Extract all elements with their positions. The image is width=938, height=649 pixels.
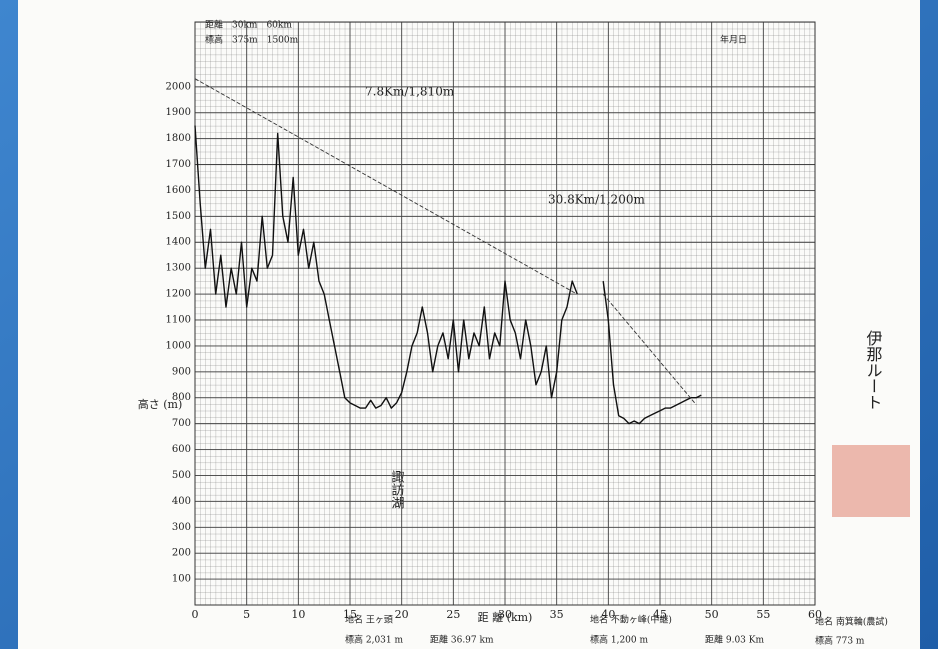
y-tick-label: 900 (172, 366, 191, 377)
header-left: 標高 375m 1500m (205, 34, 299, 46)
footer-text: 標高 2,031 m (345, 634, 403, 646)
footer-text: 距離 36.97 km (430, 634, 494, 646)
side-label: 伊那ルート (864, 330, 883, 410)
y-tick-label: 1100 (166, 314, 191, 325)
y-tick-label: 1500 (166, 211, 191, 222)
x-tick-label: 55 (756, 608, 770, 621)
x-tick-label: 20 (395, 608, 409, 621)
footer-text: 標高 1,200 m (590, 634, 648, 646)
y-tick-label: 300 (172, 522, 191, 533)
y-tick-label: 600 (172, 444, 191, 455)
x-tick-label: 30 (498, 608, 512, 621)
footer-text: 地名 南箕輪(農試) (815, 616, 888, 628)
seal-stamp (832, 445, 910, 517)
plot-frame (194, 21, 816, 606)
y-tick-label: 1000 (166, 340, 191, 351)
x-tick-label: 10 (291, 608, 305, 621)
sight-line (602, 293, 697, 405)
x-tick-label: 0 (192, 608, 199, 621)
x-tick-label: 25 (446, 608, 460, 621)
header-right: 年月日 (720, 34, 747, 46)
y-tick-label: 500 (172, 470, 191, 481)
y-tick-label: 1300 (166, 263, 191, 274)
y-tick-label: 1900 (166, 107, 191, 118)
y-tick-label: 400 (172, 496, 191, 507)
x-tick-label: 40 (601, 608, 615, 621)
annotation: 7.8Km/1,810m (365, 85, 455, 99)
footer-text: 地名 不動ヶ峰(中継) (590, 614, 672, 626)
footer-text: 距離 9.03 Km (705, 634, 764, 646)
y-tick-label: 1800 (166, 133, 191, 144)
y-tick-label: 800 (172, 392, 191, 403)
y-tick-label: 1200 (166, 289, 191, 300)
sight-line (194, 78, 578, 295)
annotation: 諏訪湖 (389, 469, 405, 509)
y-tick-label: 100 (172, 574, 191, 585)
x-tick-label: 35 (550, 608, 564, 621)
y-tick-label: 200 (172, 548, 191, 559)
footer-text: 地名 王ヶ頭 (345, 614, 393, 626)
y-tick-label: 2000 (166, 81, 191, 92)
y-axis-label: 高さ (m) (138, 397, 183, 411)
footer-text: 標高 773 m (815, 635, 865, 647)
annotation: 30.8Km/1,200m (548, 193, 645, 207)
x-tick-label: 5 (243, 608, 250, 621)
y-tick-label: 1600 (166, 185, 191, 196)
y-tick-label: 700 (172, 418, 191, 429)
y-tick-label: 1400 (166, 237, 191, 248)
elevation-profile (194, 125, 702, 425)
x-axis-label: 距 離 (km) (478, 610, 533, 624)
x-tick-label: 50 (705, 608, 719, 621)
header-left: 距離 30km 60km (205, 19, 292, 31)
x-tick-label: 60 (808, 608, 822, 621)
x-tick-label: 45 (653, 608, 667, 621)
x-tick-label: 15 (343, 608, 357, 621)
y-tick-label: 1700 (166, 159, 191, 170)
